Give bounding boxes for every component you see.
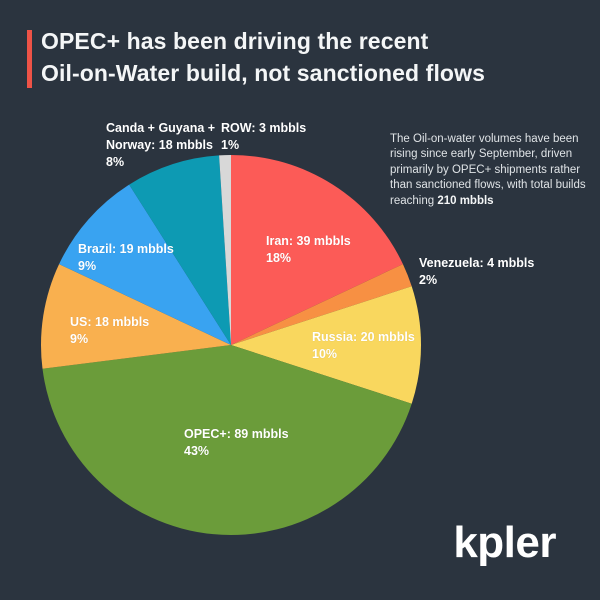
title-accent-bar xyxy=(27,30,32,88)
slice-label-pct: 10% xyxy=(312,347,338,361)
pie-slice-row xyxy=(219,154,231,345)
slice-label-canda-plus-guyana-plus-norway: Canda + Guyana + Norway: 18 mbbls 8% xyxy=(106,120,234,171)
slice-label-text: Russia: 20 mbbls xyxy=(312,330,415,344)
slice-label-text: Iran: 39 mbbls xyxy=(266,234,351,248)
kpler-logo: kpler xyxy=(453,518,556,567)
slice-label-text: Canda + Guyana + Norway: 18 mbbls xyxy=(106,121,216,152)
slice-label-pct: 9% xyxy=(78,259,97,273)
chart-note-total: 210 mbbls xyxy=(437,194,494,207)
slice-label-opecplus: OPEC+: 89 mbbls 43% xyxy=(184,426,289,460)
page-title-line1: OPEC+ has been driving the recent xyxy=(41,28,429,54)
slice-label-text: OPEC+: 89 mbbls xyxy=(184,427,289,441)
slice-label-venezuela: Venezuela: 4 mbbls 2% xyxy=(419,255,534,289)
chart-note: The Oil-on-water volumes have been risin… xyxy=(390,132,588,210)
slice-label-pct: 18% xyxy=(266,251,292,265)
slice-label-pct: 2% xyxy=(419,273,438,287)
pie-slice-brazil xyxy=(59,184,231,345)
slice-label-pct: 8% xyxy=(106,155,125,169)
slice-label-pct: 43% xyxy=(184,444,210,458)
slice-label-pct: 1% xyxy=(221,138,240,152)
pie-slice-russia xyxy=(231,286,421,404)
pie-slice-iran xyxy=(231,155,403,345)
slice-label-russia: Russia: 20 mbbls 10% xyxy=(312,329,415,363)
slice-label-pct: 9% xyxy=(70,332,89,346)
slice-label-us: US: 18 mbbls 9% xyxy=(70,314,149,348)
slice-label-text: Venezuela: 4 mbbls xyxy=(419,256,535,270)
chart-note-text: The Oil-on-water volumes have been risin… xyxy=(390,132,586,207)
pie-slice-us xyxy=(41,264,232,369)
page-title-line2: Oil-on-Water build, not sanctioned flows xyxy=(41,60,485,86)
pie-slice-canda-plus-guyana-plus-norway xyxy=(129,155,231,345)
slice-label-text: ROW: 3 mbbls xyxy=(221,121,307,135)
slice-label-text: US: 18 mbbls xyxy=(70,315,150,329)
slice-label-row: ROW: 3 mbbls 1% xyxy=(221,120,306,154)
slice-label-brazil: Brazil: 19 mbbls 9% xyxy=(78,241,174,275)
pie-slice-venezuela xyxy=(231,264,412,345)
pie-slice-opecplus xyxy=(42,345,412,535)
slice-label-text: Brazil: 19 mbbls xyxy=(78,242,174,256)
slice-label-iran: Iran: 39 mbbls 18% xyxy=(266,233,351,267)
page-title: OPEC+ has been driving the recent Oil-on… xyxy=(41,25,485,89)
